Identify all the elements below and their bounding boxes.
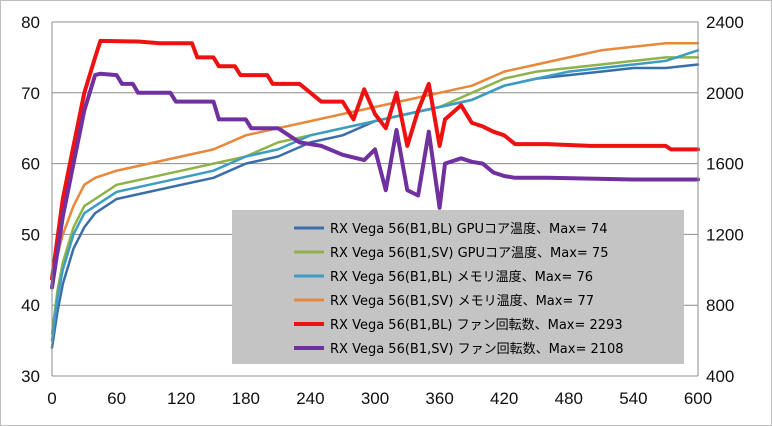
legend-box — [232, 210, 684, 364]
y-tick-label: 60 — [21, 155, 40, 174]
y-tick-label: 50 — [21, 225, 40, 244]
legend-entry-5: RX Vega 56(B1,BL) ファン回転数、Max= 2293 — [330, 318, 623, 333]
legend-entry-2: RX Vega 56(B1,SV) GPUコア温度、Max= 75 — [330, 245, 608, 261]
y2-tick-label: 2400 — [706, 13, 744, 32]
x-tick-label: 120 — [167, 389, 195, 408]
series-line-4 — [50, 41, 700, 286]
x-tick-label: 300 — [361, 389, 389, 408]
x-tick-label: 540 — [619, 389, 647, 408]
x-tick-label: 240 — [296, 389, 324, 408]
y2-tick-label: 1200 — [706, 225, 744, 244]
series-layer — [50, 38, 700, 349]
y2-tick-label: 400 — [706, 367, 734, 386]
legend-entry-6: RX Vega 56(B1,SV) ファン回転数、Max= 2108 — [330, 342, 624, 357]
y-tick-label: 30 — [21, 367, 40, 386]
x-tick-label: 480 — [555, 389, 583, 408]
legend: RX Vega 56(B1,BL) GPUコア温度、Max= 74 RX Vega… — [232, 210, 684, 364]
axes: 30 40 50 60 70 80 400 800 1200 1600 2000 2400 0 60 120… — [21, 13, 744, 408]
y2-tick-label: 2000 — [706, 84, 744, 103]
x-tick-label: 0 — [47, 389, 56, 408]
y-tick-label: 70 — [21, 84, 40, 103]
x-tick-label: 600 — [684, 389, 712, 408]
series-line-5 — [50, 38, 700, 281]
legend-entry-3: RX Vega 56(B1,BL) メモリ温度、Max= 76 — [330, 269, 593, 285]
y2-tick-label: 1600 — [706, 155, 744, 174]
y-tick-label: 80 — [21, 13, 40, 32]
x-tick-label: 360 — [425, 389, 453, 408]
y-tick-label: 40 — [21, 296, 40, 315]
legend-entry-4: RX Vega 56(B1,SV) メモリ温度、Max= 77 — [330, 293, 594, 309]
x-tick-label: 420 — [490, 389, 518, 408]
series-line-6 — [50, 71, 700, 290]
legend-entry-1: RX Vega 56(B1,BL) GPUコア温度、Max= 74 — [330, 221, 607, 237]
y2-tick-label: 800 — [706, 296, 734, 315]
x-tick-label: 180 — [232, 389, 260, 408]
x-tick-label: 60 — [107, 389, 126, 408]
series-line-3 — [50, 49, 700, 342]
